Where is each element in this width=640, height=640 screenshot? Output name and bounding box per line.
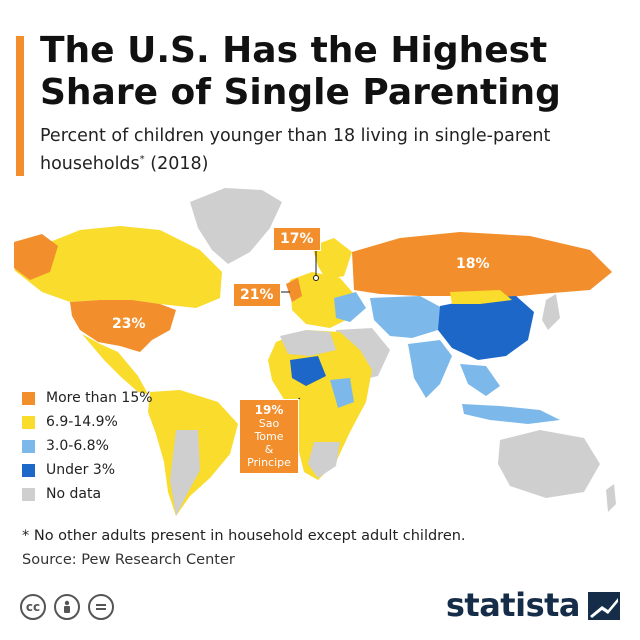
legend-item-nodata: No data xyxy=(22,482,153,506)
license-icons: cc xyxy=(20,594,114,620)
legend-swatch-lowest xyxy=(22,463,35,477)
legend-item-lowest: Under 3% xyxy=(22,458,153,482)
legend-swatch-low xyxy=(22,439,35,453)
denmark-callout: 17% xyxy=(274,228,320,250)
alaska-region xyxy=(14,234,58,280)
new-zealand-region xyxy=(606,484,616,512)
japan-region xyxy=(542,294,560,330)
russia-region xyxy=(352,232,612,298)
indonesia-region xyxy=(462,404,560,424)
west-africa-low-region xyxy=(290,356,326,386)
scandinavia-region xyxy=(312,238,352,280)
legend-label-lowest: Under 3% xyxy=(46,462,116,478)
mexico-region xyxy=(82,334,148,394)
legend-swatch-mid xyxy=(22,415,35,429)
canada-region xyxy=(14,226,222,308)
legend-item-low: 3.0-6.8% xyxy=(22,434,153,458)
legend-label-low: 3.0-6.8% xyxy=(46,438,109,454)
legend-swatch-nodata xyxy=(22,487,35,501)
page-subtitle: Percent of children younger than 18 livi… xyxy=(40,124,600,176)
uk-callout: 21% xyxy=(234,284,280,306)
denmark-marker xyxy=(313,275,319,281)
greenland-region xyxy=(190,188,282,264)
sao-tome-name-line2: & Principe xyxy=(247,443,291,469)
statista-logo-text[interactable]: statista xyxy=(445,586,581,624)
legend-item-high: More than 15% xyxy=(22,386,153,410)
russia-value-label: 18% xyxy=(456,256,490,272)
central-asia-region xyxy=(370,296,446,338)
attribution-icon[interactable] xyxy=(54,594,80,620)
southern-africa-region xyxy=(308,442,340,478)
legend-label-high: More than 15% xyxy=(46,390,153,406)
sao-tome-name-line1: Sao Tome xyxy=(254,417,284,443)
east-africa-low-region xyxy=(330,378,354,408)
southeast-asia-region xyxy=(460,364,500,396)
legend: More than 15% 6.9-14.9% 3.0-6.8% Under 3… xyxy=(22,386,153,506)
australia-region xyxy=(498,430,600,498)
mongolia-region xyxy=(450,290,512,304)
page-title: The U.S. Has the Highest Share of Single… xyxy=(40,30,561,113)
sao-tome-callout: 19% Sao Tome & Principe xyxy=(240,400,298,473)
eastern-europe-region xyxy=(334,292,366,322)
china-region xyxy=(438,296,534,360)
south-america-nodata-region xyxy=(170,430,200,516)
source: Source: Pew Research Center xyxy=(22,552,235,568)
uk-region xyxy=(286,278,302,302)
subtitle-year: (2018) xyxy=(150,153,209,174)
statista-logo-icon xyxy=(588,592,620,620)
legend-label-nodata: No data xyxy=(46,486,102,502)
legend-label-mid: 6.9-14.9% xyxy=(46,414,118,430)
no-derivatives-icon[interactable] xyxy=(88,594,114,620)
footnote: * No other adults present in household e… xyxy=(22,528,466,544)
legend-swatch-high xyxy=(22,391,35,405)
legend-item-mid: 6.9-14.9% xyxy=(22,410,153,434)
us-value-label: 23% xyxy=(112,316,146,332)
cc-icon[interactable]: cc xyxy=(20,594,46,620)
sao-tome-value: 19% xyxy=(254,403,284,417)
subtitle-text: Percent of children younger than 18 livi… xyxy=(40,126,551,174)
world-map xyxy=(14,188,616,516)
subtitle-footnote-mark: * xyxy=(139,154,145,165)
north-africa-region xyxy=(280,330,336,356)
usa-region xyxy=(70,300,176,352)
india-region xyxy=(408,340,452,398)
accent-bar xyxy=(16,36,24,176)
